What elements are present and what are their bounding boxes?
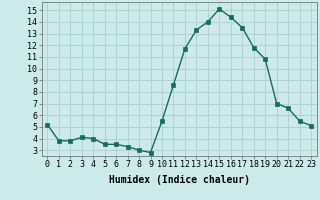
X-axis label: Humidex (Indice chaleur): Humidex (Indice chaleur) xyxy=(109,175,250,185)
